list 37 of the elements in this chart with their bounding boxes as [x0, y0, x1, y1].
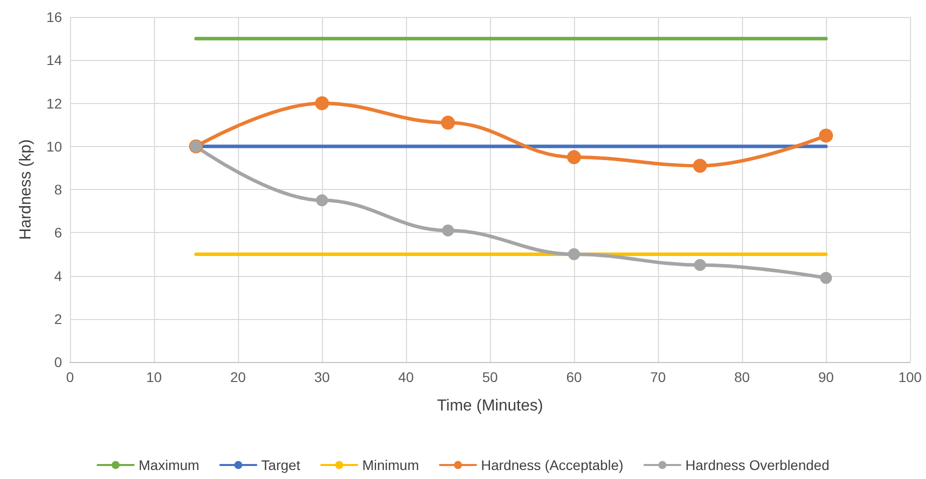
- y-tick-label: 8: [54, 182, 62, 198]
- point: [442, 224, 454, 236]
- point: [694, 258, 706, 271]
- x-tick-label: 60: [566, 369, 582, 385]
- point: [315, 96, 329, 110]
- point: [441, 116, 455, 130]
- x-axis-title: Time (Minutes): [436, 398, 544, 414]
- y-tick-label: 4: [54, 268, 62, 284]
- x-tick-label: 70: [650, 369, 666, 385]
- x-tick-label: 100: [898, 369, 922, 385]
- x-tick-label: 50: [482, 369, 498, 385]
- x-tick-label: 30: [314, 369, 330, 385]
- legend-label: Maximum: [138, 457, 200, 473]
- x-tick-label: 20: [230, 369, 246, 385]
- point: [568, 248, 580, 260]
- y-tick-label: 10: [46, 138, 62, 154]
- x-tick-label: 80: [734, 369, 750, 385]
- legend-label: Hardness (Acceptable): [480, 457, 624, 473]
- y-tick-label: 6: [54, 224, 62, 241]
- legend-label: Minimum: [362, 457, 419, 473]
- y-tick-label: 16: [46, 9, 62, 25]
- y-tick-label: 0: [54, 354, 62, 370]
- x-tick-label: 0: [66, 369, 74, 385]
- legend-label: Hardness Overblended: [685, 457, 830, 473]
- point: [820, 272, 832, 284]
- point: [819, 128, 833, 143]
- point: [316, 194, 328, 206]
- legend-label: Target: [261, 457, 300, 473]
- x-tick-label: 40: [398, 369, 414, 385]
- y-tick-label: 2: [54, 310, 62, 327]
- point: [567, 150, 581, 164]
- x-tick-label: 90: [818, 369, 834, 385]
- x-tick-label: 10: [146, 369, 162, 385]
- y-tick-label: 14: [46, 52, 62, 68]
- y-tick-label: 12: [46, 95, 62, 112]
- point: [693, 158, 707, 173]
- y-axis-title: Hardness (kp): [18, 139, 34, 240]
